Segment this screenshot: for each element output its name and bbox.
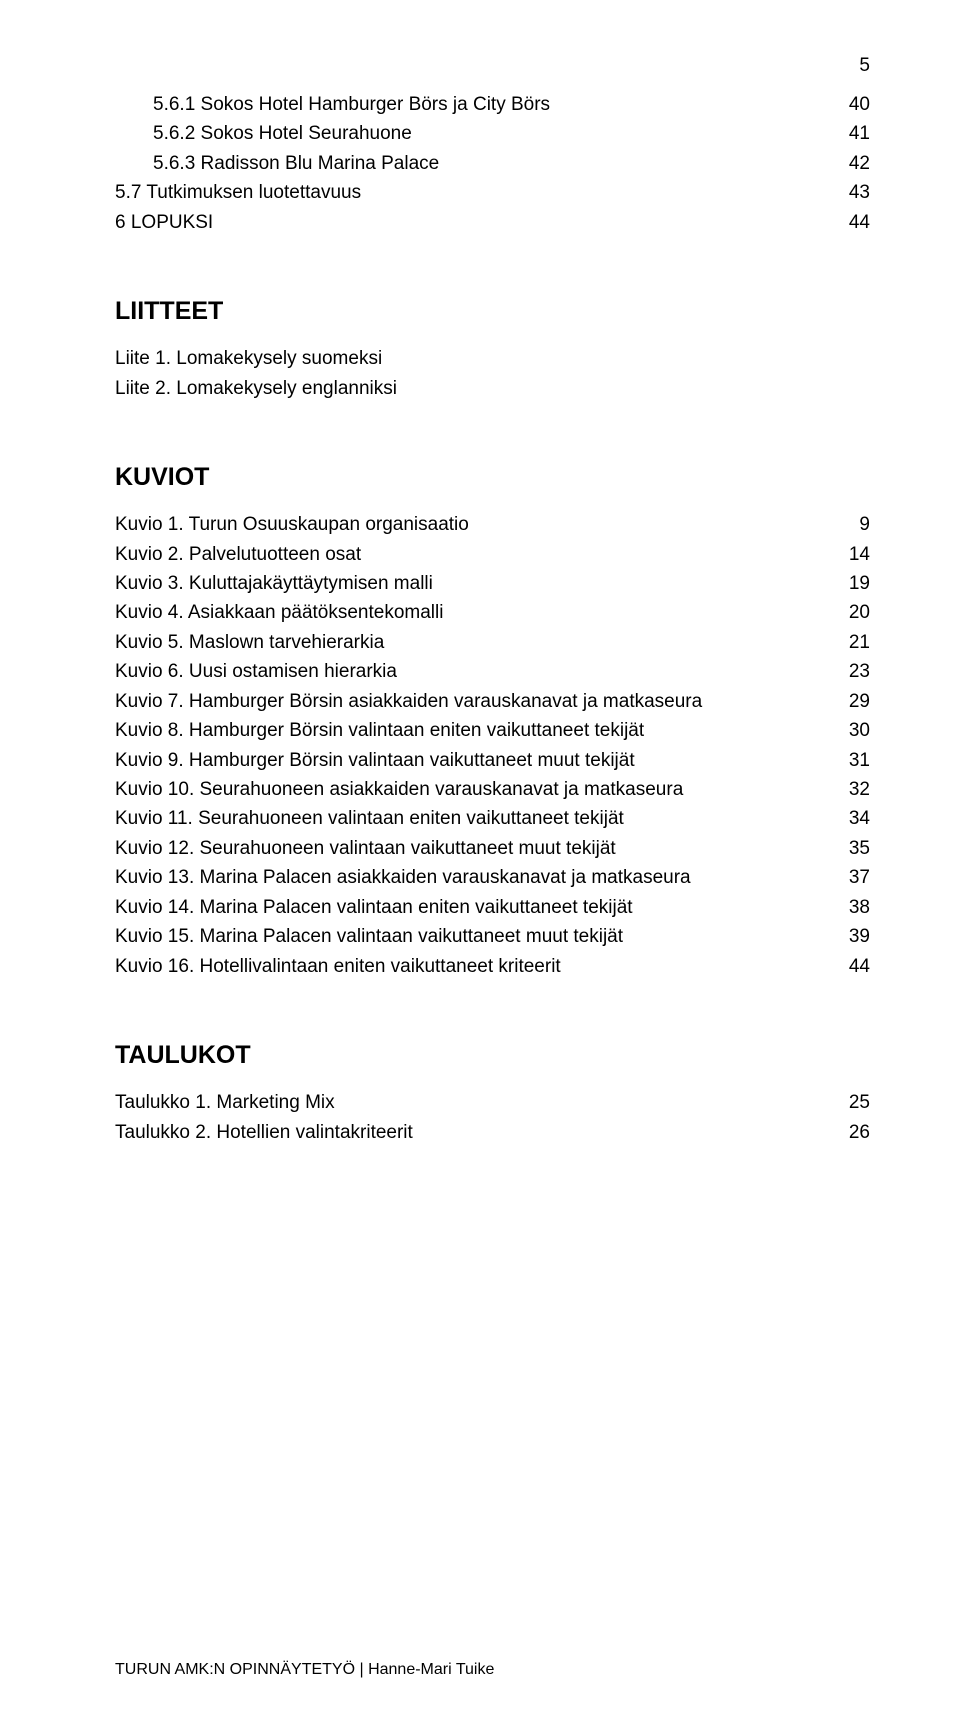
kuvio-label: Kuvio 3. Kuluttajakäyttäytymisen malli xyxy=(115,569,830,598)
kuvio-page: 21 xyxy=(830,628,870,657)
kuvio-row: Kuvio 15. Marina Palacen valintaan vaiku… xyxy=(115,922,870,951)
kuvio-row: Kuvio 4. Asiakkaan päätöksentekomalli20 xyxy=(115,598,870,627)
kuvio-label: Kuvio 6. Uusi ostamisen hierarkia xyxy=(115,657,830,686)
toc-row: 5.6.1 Sokos Hotel Hamburger Börs ja City… xyxy=(115,90,870,119)
footer-text: TURUN AMK:N OPINNÄYTETYÖ | Hanne-Mari Tu… xyxy=(115,1661,494,1679)
page-container: 5 5.6.1 Sokos Hotel Hamburger Börs ja Ci… xyxy=(0,0,960,1734)
toc-top-block: 5.6.1 Sokos Hotel Hamburger Börs ja City… xyxy=(115,90,870,237)
toc-label: 6 LOPUKSI xyxy=(115,208,830,237)
kuvio-page: 38 xyxy=(830,893,870,922)
kuvio-row: Kuvio 2. Palvelutuotteen osat14 xyxy=(115,540,870,569)
kuvio-label: Kuvio 2. Palvelutuotteen osat xyxy=(115,540,830,569)
kuvio-label: Kuvio 7. Hamburger Börsin asiakkaiden va… xyxy=(115,687,830,716)
kuvio-row: Kuvio 5. Maslown tarvehierarkia21 xyxy=(115,628,870,657)
liite-line: Liite 1. Lomakekysely suomeksi xyxy=(115,344,870,373)
kuvio-page: 19 xyxy=(830,569,870,598)
toc-row: 5.7 Tutkimuksen luotettavuus43 xyxy=(115,178,870,207)
kuvio-label: Kuvio 5. Maslown tarvehierarkia xyxy=(115,628,830,657)
kuvio-row: Kuvio 7. Hamburger Börsin asiakkaiden va… xyxy=(115,687,870,716)
taulukot-block: Taulukko 1. Marketing Mix25Taulukko 2. H… xyxy=(115,1088,870,1147)
kuvio-label: Kuvio 1. Turun Osuuskaupan organisaatio xyxy=(115,510,830,539)
kuvio-label: Kuvio 14. Marina Palacen valintaan enite… xyxy=(115,893,830,922)
kuvio-label: Kuvio 13. Marina Palacen asiakkaiden var… xyxy=(115,863,830,892)
kuvio-label: Kuvio 8. Hamburger Börsin valintaan enit… xyxy=(115,716,830,745)
liitteet-block: Liite 1. Lomakekysely suomeksiLiite 2. L… xyxy=(115,344,870,403)
kuvio-label: Kuvio 16. Hotellivalintaan eniten vaikut… xyxy=(115,952,830,981)
liite-line: Liite 2. Lomakekysely englanniksi xyxy=(115,374,870,403)
kuvio-row: Kuvio 14. Marina Palacen valintaan enite… xyxy=(115,893,870,922)
kuvio-page: 30 xyxy=(830,716,870,745)
toc-row: 6 LOPUKSI44 xyxy=(115,208,870,237)
toc-label: 5.6.1 Sokos Hotel Hamburger Börs ja City… xyxy=(115,90,830,119)
taulukko-page: 25 xyxy=(830,1088,870,1117)
kuvio-row: Kuvio 3. Kuluttajakäyttäytymisen malli19 xyxy=(115,569,870,598)
kuvio-row: Kuvio 16. Hotellivalintaan eniten vaikut… xyxy=(115,952,870,981)
toc-label: 5.6.3 Radisson Blu Marina Palace xyxy=(115,149,830,178)
toc-row: 5.6.3 Radisson Blu Marina Palace42 xyxy=(115,149,870,178)
kuvio-row: Kuvio 8. Hamburger Börsin valintaan enit… xyxy=(115,716,870,745)
kuvio-label: Kuvio 4. Asiakkaan päätöksentekomalli xyxy=(115,598,830,627)
kuvio-label: Kuvio 10. Seurahuoneen asiakkaiden varau… xyxy=(115,775,830,804)
page-number: 5 xyxy=(859,55,870,77)
toc-page: 43 xyxy=(830,178,870,207)
kuvio-row: Kuvio 9. Hamburger Börsin valintaan vaik… xyxy=(115,746,870,775)
kuvio-page: 31 xyxy=(830,746,870,775)
kuvio-label: Kuvio 15. Marina Palacen valintaan vaiku… xyxy=(115,922,830,951)
kuvio-row: Kuvio 11. Seurahuoneen valintaan eniten … xyxy=(115,804,870,833)
taulukko-row: Taulukko 2. Hotellien valintakriteerit26 xyxy=(115,1118,870,1147)
kuvio-page: 32 xyxy=(830,775,870,804)
toc-page: 40 xyxy=(830,90,870,119)
toc-row: 5.6.2 Sokos Hotel Seurahuone41 xyxy=(115,119,870,148)
toc-label: 5.6.2 Sokos Hotel Seurahuone xyxy=(115,119,830,148)
kuvio-row: Kuvio 10. Seurahuoneen asiakkaiden varau… xyxy=(115,775,870,804)
kuvio-page: 23 xyxy=(830,657,870,686)
kuvio-row: Kuvio 1. Turun Osuuskaupan organisaatio9 xyxy=(115,510,870,539)
heading-taulukot: TAULUKOT xyxy=(115,1041,870,1070)
kuvio-page: 9 xyxy=(830,510,870,539)
toc-page: 42 xyxy=(830,149,870,178)
kuvio-row: Kuvio 12. Seurahuoneen valintaan vaikutt… xyxy=(115,834,870,863)
kuvio-page: 37 xyxy=(830,863,870,892)
kuvio-page: 29 xyxy=(830,687,870,716)
kuvio-row: Kuvio 6. Uusi ostamisen hierarkia23 xyxy=(115,657,870,686)
kuvio-page: 34 xyxy=(830,804,870,833)
kuvio-page: 14 xyxy=(830,540,870,569)
toc-page: 44 xyxy=(830,208,870,237)
heading-liitteet: LIITTEET xyxy=(115,297,870,326)
kuvio-page: 39 xyxy=(830,922,870,951)
kuvio-page: 20 xyxy=(830,598,870,627)
taulukko-row: Taulukko 1. Marketing Mix25 xyxy=(115,1088,870,1117)
taulukko-label: Taulukko 2. Hotellien valintakriteerit xyxy=(115,1118,830,1147)
kuvio-page: 35 xyxy=(830,834,870,863)
heading-kuviot: KUVIOT xyxy=(115,463,870,492)
kuviot-block: Kuvio 1. Turun Osuuskaupan organisaatio9… xyxy=(115,510,870,981)
toc-page: 41 xyxy=(830,119,870,148)
kuvio-row: Kuvio 13. Marina Palacen asiakkaiden var… xyxy=(115,863,870,892)
toc-label: 5.7 Tutkimuksen luotettavuus xyxy=(115,178,830,207)
kuvio-label: Kuvio 11. Seurahuoneen valintaan eniten … xyxy=(115,804,830,833)
kuvio-page: 44 xyxy=(830,952,870,981)
taulukko-page: 26 xyxy=(830,1118,870,1147)
kuvio-label: Kuvio 9. Hamburger Börsin valintaan vaik… xyxy=(115,746,830,775)
taulukko-label: Taulukko 1. Marketing Mix xyxy=(115,1088,830,1117)
kuvio-label: Kuvio 12. Seurahuoneen valintaan vaikutt… xyxy=(115,834,830,863)
